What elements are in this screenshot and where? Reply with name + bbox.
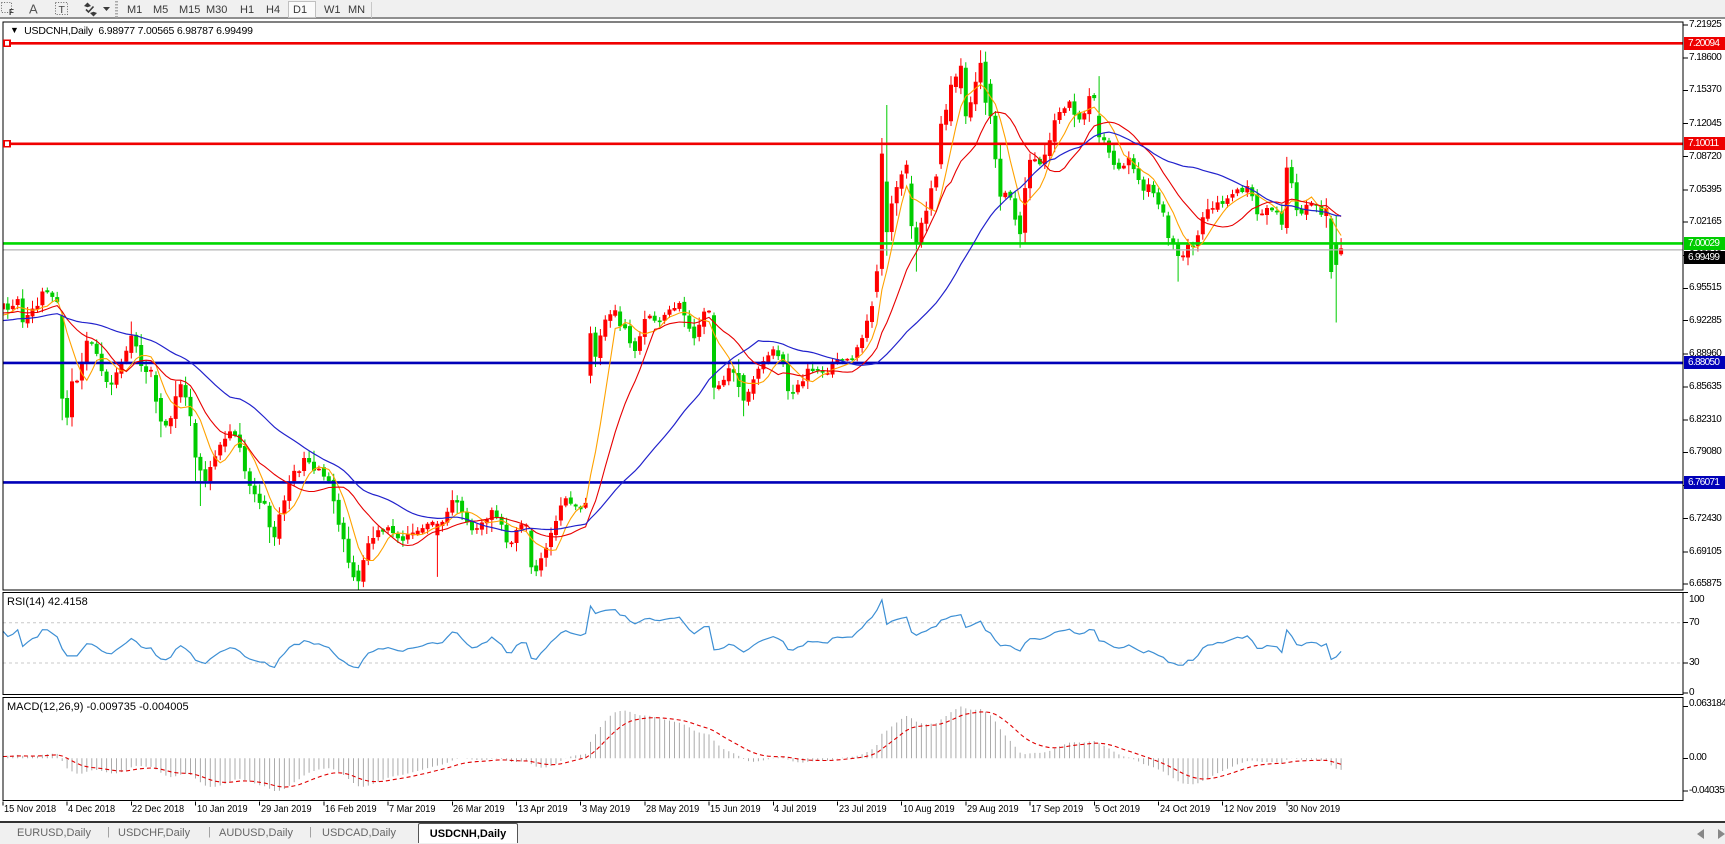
svg-text:F: F [9,8,14,17]
svg-text:A: A [29,2,38,17]
svg-text:T: T [59,4,66,16]
